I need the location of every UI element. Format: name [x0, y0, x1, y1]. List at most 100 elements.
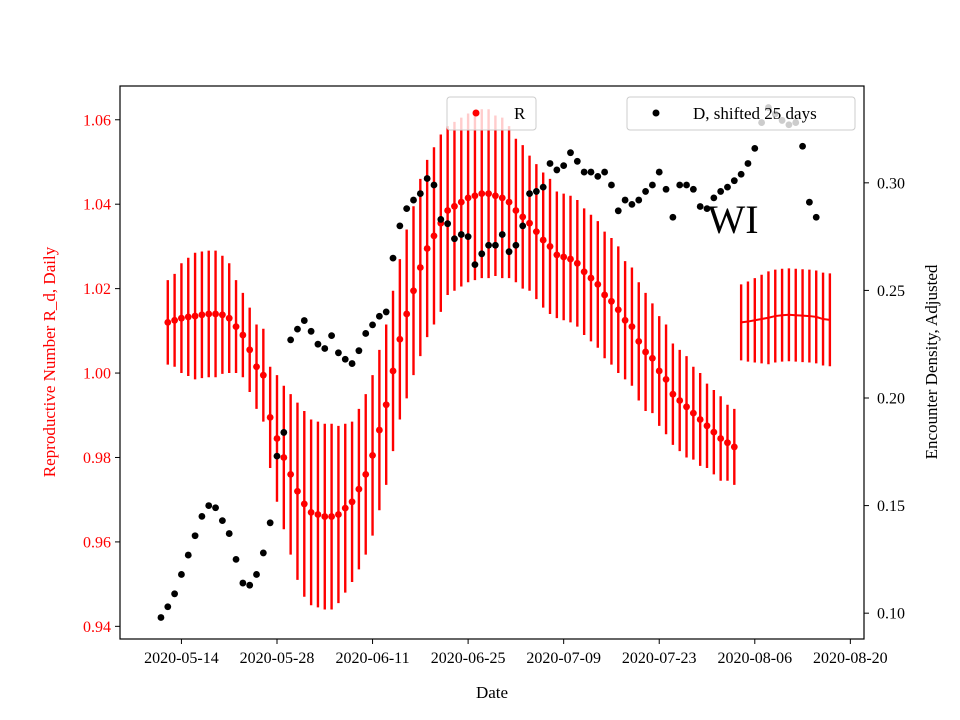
- r-point: [355, 485, 363, 493]
- d-point: [526, 190, 533, 197]
- d-point: [444, 220, 452, 228]
- left-y-tick-label: 0.96: [83, 534, 111, 551]
- r-point: [730, 443, 738, 451]
- d-point: [587, 168, 595, 176]
- r-point: [587, 274, 595, 282]
- r-point: [164, 318, 172, 326]
- d-point: [294, 325, 301, 333]
- d-point: [573, 157, 581, 165]
- r-point: [389, 367, 397, 375]
- legend-r-label: R: [514, 104, 526, 123]
- r-point: [253, 363, 260, 371]
- d-point: [171, 590, 179, 598]
- r-point: [335, 511, 342, 518]
- d-point: [594, 172, 602, 180]
- r-point: [259, 371, 267, 379]
- d-point: [478, 250, 486, 258]
- d-point: [369, 321, 376, 329]
- r-point: [532, 228, 540, 236]
- d-point: [178, 571, 185, 578]
- d-point: [287, 336, 295, 344]
- r-point: [717, 435, 725, 442]
- d-point: [683, 181, 690, 189]
- r-point: [519, 213, 527, 221]
- d-point: [375, 312, 383, 320]
- legend-d: D, shifted 25 days: [626, 96, 856, 131]
- d-point: [710, 194, 718, 202]
- r-point: [232, 323, 240, 331]
- d-point: [355, 347, 363, 355]
- r-points: [164, 190, 738, 520]
- x-tick-label: 2020-07-23: [622, 650, 697, 667]
- r-point: [683, 403, 690, 411]
- r-point: [430, 232, 438, 240]
- r-point: [724, 439, 731, 447]
- d-point: [676, 181, 684, 189]
- legend-d-marker: [652, 109, 660, 117]
- d-point: [805, 198, 813, 206]
- r-point: [689, 409, 697, 417]
- r-point: [403, 310, 411, 318]
- d-point: [348, 360, 356, 367]
- r-point: [567, 255, 574, 263]
- x-tick-label: 2020-08-06: [717, 650, 792, 667]
- r-tail-segment: [739, 268, 832, 367]
- legend-r: R: [446, 96, 537, 131]
- d-point: [512, 241, 520, 249]
- x-tick-label: 2020-08-20: [813, 650, 888, 667]
- r-point: [321, 513, 329, 520]
- d-point: [751, 145, 759, 152]
- r-point: [608, 297, 615, 305]
- d-point: [328, 332, 335, 340]
- d-point: [464, 233, 472, 241]
- r-point: [287, 470, 295, 478]
- d-point: [696, 203, 704, 210]
- d-point: [608, 181, 615, 189]
- r-point: [423, 245, 431, 252]
- r-point: [485, 190, 492, 198]
- d-point: [335, 349, 342, 357]
- d-point: [205, 502, 213, 509]
- r-point: [171, 316, 179, 324]
- d-point: [567, 149, 574, 157]
- d-point: [799, 142, 806, 150]
- r-tail-line: [741, 313, 830, 324]
- d-point: [519, 222, 527, 230]
- d-point: [423, 175, 431, 182]
- d-point: [416, 190, 424, 197]
- left-y-tick-label: 1.04: [83, 197, 111, 214]
- d-point: [225, 530, 233, 537]
- d-point: [744, 160, 752, 167]
- d-points: [157, 104, 820, 621]
- d-point: [669, 213, 677, 221]
- r-point: [553, 251, 561, 259]
- r-point: [178, 314, 185, 322]
- r-point: [546, 243, 554, 250]
- r-point: [655, 367, 663, 375]
- r-point: [649, 354, 656, 362]
- d-point: [730, 177, 738, 185]
- d-point: [362, 330, 370, 337]
- d-point: [273, 452, 281, 460]
- d-point: [614, 207, 622, 215]
- d-point: [451, 235, 458, 243]
- d-point: [403, 205, 411, 213]
- r-point: [382, 401, 390, 409]
- d-point: [437, 216, 445, 223]
- r-point: [416, 264, 424, 271]
- r-point: [341, 504, 349, 512]
- d-point: [382, 308, 390, 316]
- r-point: [246, 346, 254, 354]
- r-point: [471, 192, 479, 200]
- d-point: [246, 581, 254, 589]
- r-point: [512, 207, 520, 214]
- d-point: [532, 188, 540, 195]
- r-point: [710, 428, 718, 436]
- left-y-axis-label: Reproductive Number R_d, Daily: [40, 246, 59, 477]
- d-point: [396, 222, 404, 230]
- right-y-tick-label: 0.10: [877, 606, 905, 623]
- r-point: [198, 311, 206, 319]
- right-y-tick-label: 0.15: [877, 498, 905, 515]
- x-tick-label: 2020-05-28: [240, 650, 315, 667]
- left-y-tick-label: 1.00: [83, 366, 111, 383]
